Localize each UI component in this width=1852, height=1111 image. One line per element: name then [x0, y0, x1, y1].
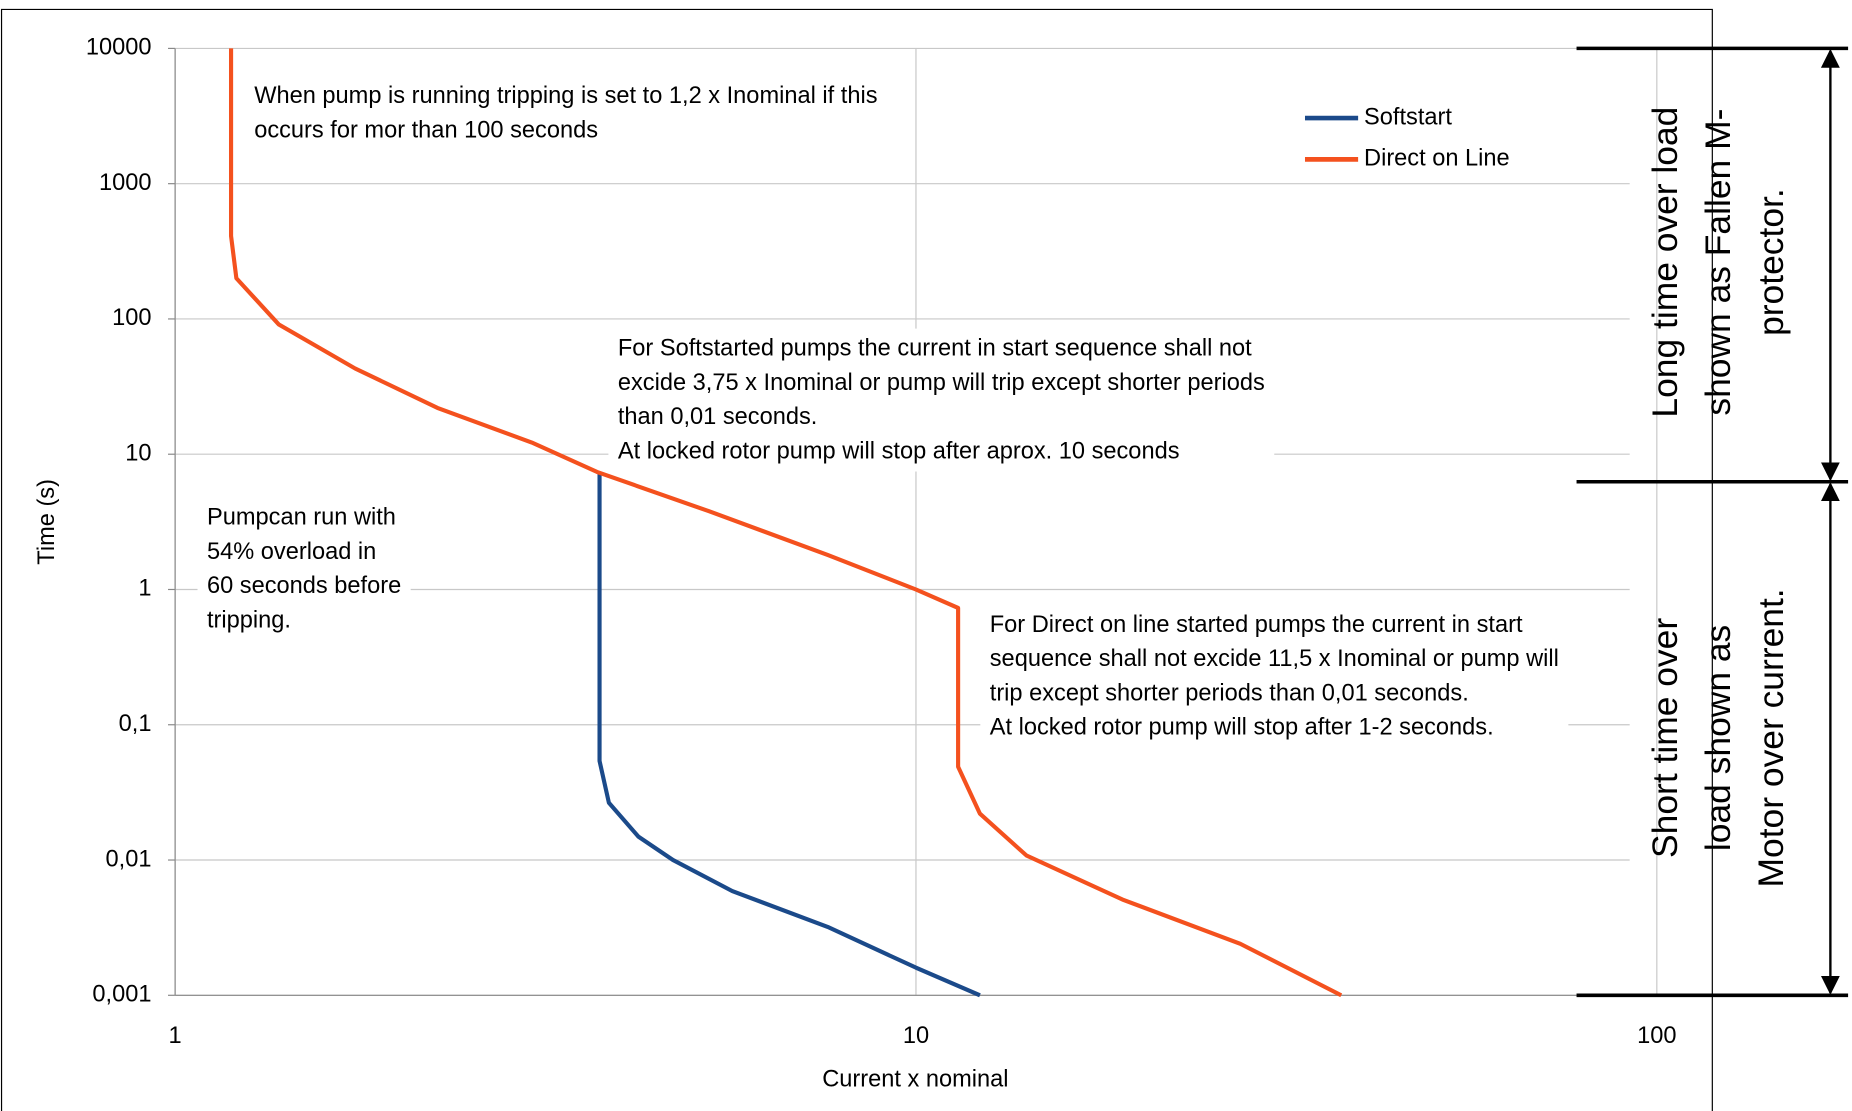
side-note-text: load shown as — [1698, 625, 1738, 851]
y-tick-label: 0,1 — [119, 711, 152, 737]
annotation-text: tripping. — [207, 607, 291, 633]
y-tick-label: 0,01 — [106, 846, 152, 872]
annotation-text: sequence shall not excide 11,5 x Inomina… — [990, 646, 1559, 672]
annotation-text: 54% overload in — [207, 539, 376, 565]
annotation-text: occurs for mor than 100 seconds — [254, 117, 598, 143]
y-tick-label: 1 — [138, 576, 151, 602]
x-axis-label: Current x nominal — [822, 1067, 1008, 1093]
annotation-background — [197, 497, 411, 641]
series-line — [597, 471, 981, 998]
y-tick-label: 1000 — [99, 170, 152, 196]
side-note-text: Short time over — [1645, 618, 1685, 858]
axes: Time (s) Current x nominal 0,001 0,01 0,1 1… — [34, 35, 1677, 1093]
annotation: When pump is running tripping is set to … — [244, 75, 887, 151]
side-note-text: Motor over current. — [1751, 588, 1791, 887]
annotation: For Softstarted pumps the current in sta… — [608, 328, 1275, 472]
y-axis-label: Time (s) — [34, 479, 60, 565]
annotation-text: For Softstarted pumps the current in sta… — [618, 336, 1252, 362]
annotation-text: Pumpcan run with — [207, 505, 396, 531]
frame — [0, 8, 1713, 1111]
legend-label: Softstart — [1364, 104, 1452, 130]
annotation-text: For Direct on line started pumps the cur… — [990, 612, 1523, 638]
x-tick-label: 100 — [1637, 1023, 1676, 1049]
annotation-text: At locked rotor pump will stop after apr… — [618, 438, 1180, 464]
annotation-background — [244, 75, 887, 151]
side-note-text: shown as Fallen M- — [1698, 109, 1738, 416]
series-line — [228, 48, 1343, 998]
lines — [228, 48, 1343, 998]
x-tick-label: 10 — [903, 1023, 929, 1049]
annotation-text: At locked rotor pump will stop after 1-2… — [990, 715, 1494, 741]
annotation: For Direct on line started pumps the cur… — [980, 604, 1569, 748]
side-panel: Long time over load shown as Fallen M-pro… — [1576, 46, 1849, 998]
annotation-background — [608, 328, 1275, 472]
x-tick-label: 1 — [169, 1023, 182, 1049]
annotation-background — [980, 604, 1569, 748]
legend-label: Direct on Line — [1364, 146, 1510, 172]
y-tick-label: 100 — [112, 305, 151, 331]
annotation-text: than 0,01 seconds. — [618, 404, 818, 430]
annotation-text: When pump is running tripping is set to … — [254, 83, 877, 109]
y-tick-label: 10 — [125, 440, 151, 466]
y-tick-label: 0,001 — [92, 982, 151, 1008]
annotation-text: excide 3,75 x Inominal or pump will trip… — [618, 370, 1265, 396]
side-note-text: Long time over load — [1645, 107, 1685, 418]
annotation-text: 60 seconds before — [207, 573, 401, 599]
annotation-text: trip except shorter periods than 0,01 se… — [990, 680, 1469, 706]
legend: Softstart Direct on Line — [1304, 104, 1510, 172]
y-tick-label: 10000 — [86, 35, 152, 61]
annotation: Pumpcan run with 54% overload in 60 second… — [197, 497, 411, 641]
side-note-text: protector. — [1751, 188, 1791, 336]
annotations: When pump is running tripping is set to … — [197, 75, 1569, 748]
